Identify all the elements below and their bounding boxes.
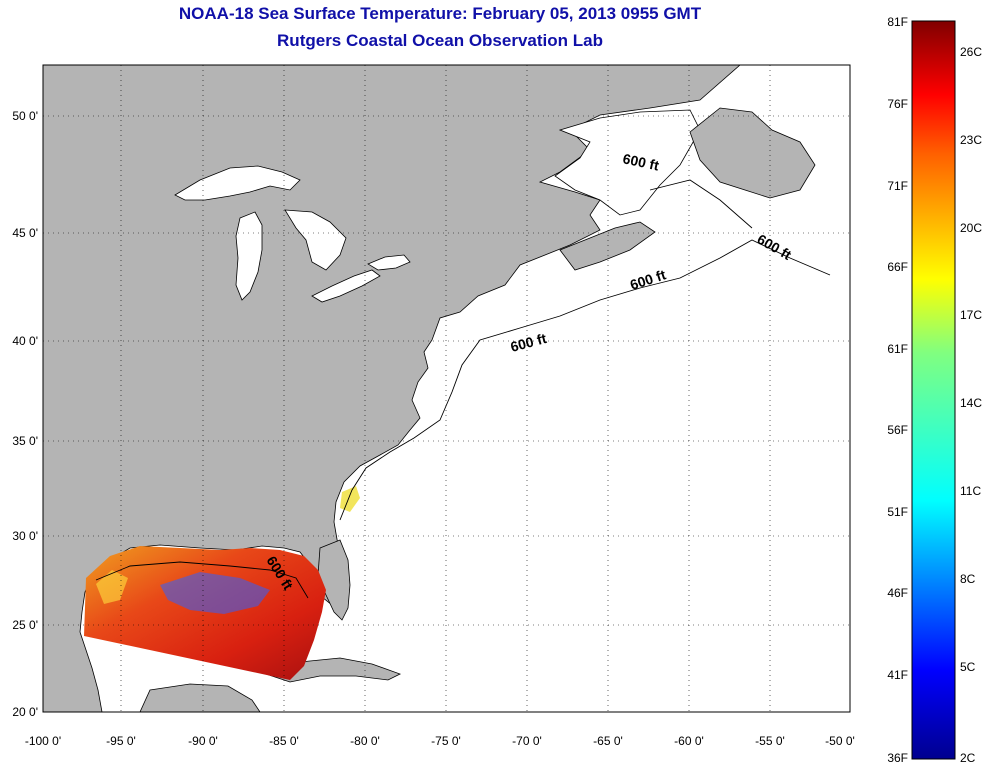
lat-tick-label: 35 0' <box>12 434 38 448</box>
lon-tick-label: -85 0' <box>269 734 299 748</box>
colorbar-f-label: 81F <box>887 15 908 29</box>
colorbar-c-label: 2C <box>960 751 976 765</box>
colorbar-f-label: 41F <box>887 668 908 682</box>
lon-tick-label: -60 0' <box>674 734 704 748</box>
colorbar-f-label: 56F <box>887 423 908 437</box>
lat-tick-label: 25 0' <box>12 618 38 632</box>
lon-tick-label: -90 0' <box>188 734 218 748</box>
lake-superior <box>174 165 301 201</box>
lon-tick-label: -100 0' <box>25 734 61 748</box>
colorbar-f-label: 36F <box>887 751 908 765</box>
lon-tick-label: -70 0' <box>512 734 542 748</box>
map-subtitle: Rutgers Coastal Ocean Observation Lab <box>277 31 603 50</box>
lake-huron <box>284 209 347 271</box>
lon-tick-label: -50 0' <box>825 734 855 748</box>
lat-tick-label: 30 0' <box>12 529 38 543</box>
lat-tick-label: 50 0' <box>12 109 38 123</box>
newfoundland <box>689 107 816 199</box>
colorbar-c-label: 20C <box>960 221 982 235</box>
colorbar-f-label: 76F <box>887 97 908 111</box>
gulf-st-lawrence <box>554 109 701 216</box>
colorbar <box>911 20 956 760</box>
lake-michigan <box>235 211 263 301</box>
colorbar-c-label: 14C <box>960 396 982 410</box>
colorbar-c-label: 5C <box>960 660 976 674</box>
colorbar-c-label: 8C <box>960 572 976 586</box>
yucatan <box>139 683 261 712</box>
colorbar-f-label: 61F <box>887 342 908 356</box>
colorbar-c-label: 26C <box>960 45 982 59</box>
colorbar-c-labels: 26C 23C 20C 17C 14C 11C 8C 5C 2C <box>960 45 982 765</box>
colorbar-c-label: 11C <box>960 484 981 498</box>
map-frame <box>42 64 851 713</box>
sst-atlantic-strip <box>340 486 360 512</box>
sst-cold-patch <box>160 572 270 614</box>
sst-cool-patch <box>96 570 128 604</box>
lon-tick-label: -95 0' <box>106 734 136 748</box>
lon-tick-label: -80 0' <box>350 734 380 748</box>
colorbar-c-label: 17C <box>960 308 982 322</box>
lon-tick-label: -65 0' <box>593 734 623 748</box>
isobath-600ft <box>95 179 831 599</box>
colorbar-f-labels: 81F 76F 71F 66F 61F 56F 51F 46F 41F 36F <box>887 15 908 765</box>
contour-label: 600 ft <box>621 150 660 173</box>
sst-swath <box>84 546 326 680</box>
lon-tick-label: -75 0' <box>431 734 461 748</box>
colorbar-f-label: 46F <box>887 586 908 600</box>
lake-erie <box>311 269 381 303</box>
map-title: NOAA-18 Sea Surface Temperature: Februar… <box>178 4 702 23</box>
colorbar-f-label: 51F <box>887 505 908 519</box>
lat-tick-label: 45 0' <box>12 226 38 240</box>
lon-tick-label: -55 0' <box>755 734 785 748</box>
lat-tick-label: 40 0' <box>12 334 38 348</box>
lat-tick-label: 20 0' <box>12 705 38 719</box>
colorbar-f-label: 71F <box>887 179 908 193</box>
lake-ontario <box>367 254 411 271</box>
nova-scotia <box>559 221 656 271</box>
colorbar-f-label: 66F <box>887 260 908 274</box>
colorbar-c-label: 23C <box>960 133 982 147</box>
